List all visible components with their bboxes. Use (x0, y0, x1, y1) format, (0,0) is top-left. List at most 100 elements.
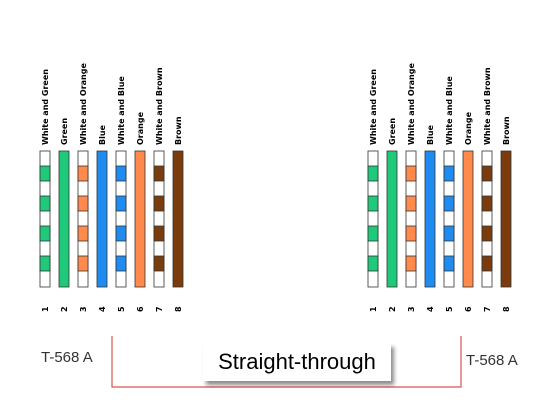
right-wire-8: Brown 8 (500, 116, 512, 312)
right-wire-6: Orange 6 (462, 111, 474, 312)
left-wire-stripe-3 (77, 195, 89, 212)
left-pin-number-6: 6 (136, 306, 145, 312)
left-wire-stripe-5 (115, 195, 127, 212)
right-wire-label-3: White and Orange (407, 63, 416, 145)
left-pin-number-1: 1 (41, 306, 50, 312)
right-pin-number-3: 3 (407, 306, 416, 312)
left-wire-label-8: Brown (174, 116, 183, 145)
right-wire-label-8: Brown (502, 116, 511, 145)
right-wire-stripe-5 (443, 195, 455, 212)
left-wire-3: White and Orange 3 (77, 63, 89, 312)
right-wire-label-4: Blue (426, 124, 435, 145)
right-wire-label-6: Orange (464, 111, 473, 145)
left-wire-label-4: Blue (98, 124, 107, 145)
right-wire-body-7 (481, 150, 493, 288)
left-wire-stripe-1 (39, 165, 51, 182)
left-pin-number-2: 2 (60, 306, 69, 312)
left-wire-2: Green 2 (58, 118, 70, 312)
left-wire-stripe-5 (115, 255, 127, 272)
connection-type-text: Straight-through (218, 349, 376, 374)
left-wire-stripe-1 (39, 225, 51, 242)
left-wire-label-6: Orange (136, 111, 145, 145)
right-wire-body-3 (405, 150, 417, 288)
left-wire-stripe-3 (77, 255, 89, 272)
left-pin-number-4: 4 (98, 306, 107, 312)
left-wire-body-4 (96, 150, 108, 288)
left-wire-body-5 (115, 150, 127, 288)
connector-right-wires: White and Green 1 Green 2 White and Orange 3 B… (367, 63, 512, 312)
left-pin-number-7: 7 (155, 306, 164, 312)
right-wire-body-1 (367, 150, 379, 288)
left-pin-number-5: 5 (117, 306, 126, 312)
left-wire-stripe-1 (39, 195, 51, 212)
left-wire-stripe-3 (77, 225, 89, 242)
left-wire-body-1 (39, 150, 51, 288)
right-wire-label-1: White and Green (369, 69, 378, 145)
right-wire-stripe-5 (443, 225, 455, 242)
right-wire-body-8 (500, 150, 512, 288)
left-wire-label-1: White and Green (41, 69, 50, 145)
right-wire-stripe-5 (443, 165, 455, 182)
left-pin-number-8: 8 (174, 306, 183, 312)
left-wire-label-3: White and Orange (79, 63, 88, 145)
left-wire-stripe-1 (39, 255, 51, 272)
left-wire-stripe-5 (115, 225, 127, 242)
right-wire-body-6 (462, 150, 474, 288)
right-wire-stripe-1 (367, 165, 379, 182)
standard-label-left: T-568 A (41, 349, 93, 366)
connection-type-caption: Straight-through (203, 343, 391, 381)
right-wire-1: White and Green 1 (367, 69, 379, 312)
left-wire-label-5: White and Blue (117, 76, 126, 145)
left-wire-stripe-3 (77, 165, 89, 182)
right-wire-body-5 (443, 150, 455, 288)
left-wire-8: Brown 8 (172, 116, 184, 312)
right-wire-stripe-3 (405, 165, 417, 182)
right-wire-4: Blue 4 (424, 124, 436, 312)
straight-through-link-line (111, 336, 462, 388)
right-pin-number-5: 5 (445, 306, 454, 312)
right-pin-number-6: 6 (464, 306, 473, 312)
left-wire-body-2 (58, 150, 70, 288)
right-wire-body-2 (386, 150, 398, 288)
left-wire-label-7: White and Brown (155, 67, 164, 145)
left-wire-body-8 (172, 150, 184, 288)
right-wire-2: Green 2 (386, 118, 398, 312)
right-pin-number-7: 7 (483, 306, 492, 312)
left-wire-1: White and Green 1 (39, 69, 51, 312)
right-wire-3: White and Orange 3 (405, 63, 417, 312)
right-wire-7: White and Brown 7 (481, 67, 493, 312)
right-wire-stripe-1 (367, 225, 379, 242)
left-wire-6: Orange 6 (134, 111, 146, 312)
right-wire-stripe-7 (481, 255, 493, 272)
left-wire-stripe-7 (153, 255, 165, 272)
right-wire-body-4 (424, 150, 436, 288)
right-wire-stripe-1 (367, 195, 379, 212)
left-wire-body-3 (77, 150, 89, 288)
left-wire-stripe-7 (153, 195, 165, 212)
left-wire-body-6 (134, 150, 146, 288)
right-wire-stripe-3 (405, 225, 417, 242)
right-wire-stripe-5 (443, 255, 455, 272)
right-wire-label-2: Green (388, 118, 397, 145)
left-wire-stripe-7 (153, 165, 165, 182)
right-wire-stripe-1 (367, 255, 379, 272)
standard-label-right: T-568 A (466, 352, 518, 369)
right-wire-label-5: White and Blue (445, 76, 454, 145)
left-wire-7: White and Brown 7 (153, 67, 165, 312)
right-wire-stripe-7 (481, 165, 493, 182)
connector-left-wires: White and Green 1 Green 2 White and Orange 3 B… (39, 63, 184, 312)
left-wire-stripe-7 (153, 225, 165, 242)
left-pin-number-3: 3 (79, 306, 88, 312)
left-wire-5: White and Blue 5 (115, 76, 127, 312)
left-wire-stripe-5 (115, 165, 127, 182)
right-wire-stripe-7 (481, 225, 493, 242)
right-wire-5: White and Blue 5 (443, 76, 455, 312)
right-pin-number-4: 4 (426, 306, 435, 312)
left-wire-4: Blue 4 (96, 124, 108, 312)
left-wire-body-7 (153, 150, 165, 288)
right-wire-stripe-3 (405, 195, 417, 212)
right-wire-label-7: White and Brown (483, 67, 492, 145)
right-wire-stripe-7 (481, 195, 493, 212)
right-wire-stripe-3 (405, 255, 417, 272)
